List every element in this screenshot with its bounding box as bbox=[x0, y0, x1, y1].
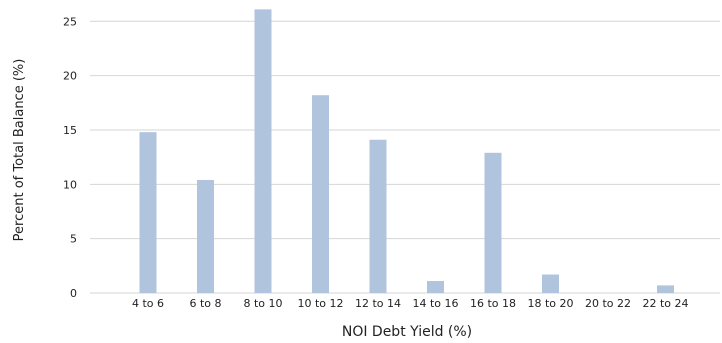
x-tick-label: 10 to 12 bbox=[297, 297, 343, 310]
bar bbox=[484, 152, 502, 293]
x-tick-label: 12 to 14 bbox=[355, 297, 401, 310]
y-tick-label: 10 bbox=[63, 178, 77, 191]
y-tick-label: 25 bbox=[63, 15, 77, 28]
bar bbox=[312, 95, 329, 294]
x-tick-label: 8 to 10 bbox=[243, 297, 282, 310]
gridlines bbox=[90, 20, 720, 294]
bars bbox=[139, 9, 674, 294]
x-tick-label: 22 to 24 bbox=[642, 297, 688, 310]
bar bbox=[542, 274, 559, 293]
x-tick-label: 4 to 6 bbox=[132, 297, 164, 310]
bar bbox=[254, 9, 272, 294]
x-tick-label: 14 to 16 bbox=[412, 297, 458, 310]
bar bbox=[657, 285, 674, 293]
y-tick-label: 15 bbox=[63, 124, 77, 137]
x-tick-label: 16 to 18 bbox=[470, 297, 516, 310]
x-tick-label: 18 to 20 bbox=[527, 297, 573, 310]
y-tick-labels: 0 5 10 15 20 25 bbox=[63, 15, 77, 300]
bar bbox=[197, 179, 214, 293]
x-tick-label: 6 to 8 bbox=[189, 297, 221, 310]
bar bbox=[369, 139, 387, 293]
y-tick-label: 0 bbox=[70, 287, 77, 300]
x-tick-labels: 4 to 6 6 to 8 8 to 10 10 to 12 12 to 14 14 to… bbox=[132, 297, 689, 310]
x-axis-title: NOI Debt Yield (%) bbox=[342, 324, 472, 340]
bar bbox=[427, 281, 444, 293]
bar bbox=[139, 132, 157, 293]
y-tick-label: 20 bbox=[63, 70, 77, 83]
y-tick-label: 5 bbox=[70, 233, 77, 246]
x-tick-label: 20 to 22 bbox=[585, 297, 631, 310]
y-axis-title: Percent of Total Balance (%) bbox=[12, 59, 27, 242]
